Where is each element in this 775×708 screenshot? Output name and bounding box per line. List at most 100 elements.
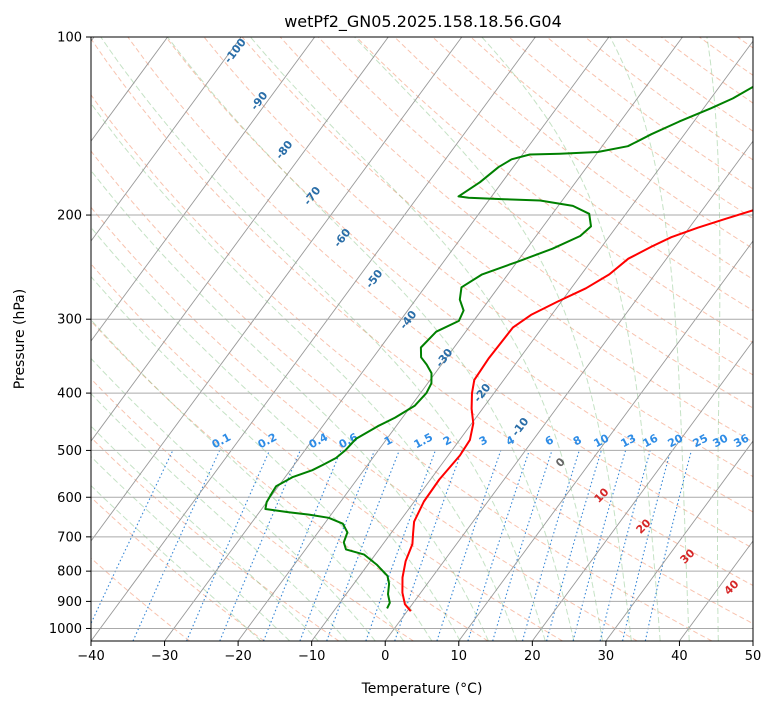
mixing-ratio-line: [599, 450, 651, 641]
y-tick-label: 400: [57, 387, 82, 402]
moist-adiabat: [91, 169, 489, 641]
y-axis-label: Pressure (hPa): [12, 289, 28, 389]
moist-adiabat: [91, 226, 461, 641]
x-tick-label: 0: [381, 649, 389, 664]
dry-adiabat: [91, 436, 340, 641]
isotherm: [164, 37, 610, 641]
moist-adiabat: [706, 37, 721, 641]
moist-adiabat: [609, 37, 690, 641]
mixing-ratio-label: 3: [477, 433, 490, 448]
mixing-ratio-label: 6: [543, 433, 556, 448]
mixing-ratio-label: 25: [691, 432, 711, 451]
moist-adiabat: [91, 319, 404, 641]
mixing-ratio-line: [326, 450, 400, 641]
mixing-ratio-line: [91, 450, 174, 625]
isotherm: [311, 40, 753, 641]
moist-adiabat: [167, 37, 575, 641]
dry-adiabat: [432, 37, 753, 280]
dry-adiabat-label: -40: [397, 308, 420, 332]
y-tick-label: 200: [57, 209, 82, 224]
dry-adiabat-label: -70: [301, 184, 324, 208]
isotherm: [531, 340, 753, 641]
isotherm: [91, 37, 168, 142]
mixing-ratio-label: 8: [571, 433, 584, 448]
isotherm: [237, 37, 683, 641]
isotherm: [91, 37, 536, 641]
dry-adiabat: [699, 37, 753, 76]
dry-adiabat: [91, 557, 191, 641]
dry-adiabat-label: -60: [331, 226, 354, 250]
dry-adiabat-label: -80: [273, 138, 296, 162]
mixing-ratio-line: [132, 450, 221, 641]
x-tick-label: −20: [224, 649, 251, 664]
moist-adiabat: [91, 455, 291, 641]
moist-adiabat-label: 0: [553, 455, 568, 470]
moist-adiabat: [481, 37, 661, 641]
dry-adiabat: [91, 496, 265, 641]
isotherm: [91, 37, 463, 542]
mixing-ratio-line: [622, 450, 672, 641]
moist-adiabat-label: 10: [592, 485, 612, 505]
mixing-ratio-line: [572, 450, 627, 641]
mixing-ratio-label: 16: [641, 431, 661, 450]
x-axis: −40 −30 −20 −10 0 10 20 30 40 50: [77, 641, 761, 664]
y-tick-label: 300: [57, 313, 82, 328]
dry-adiabat: [165, 37, 753, 513]
mixing-ratio-label: 0.1: [210, 431, 233, 452]
dry-adiabat: [279, 37, 753, 409]
dry-adiabat: [394, 37, 753, 312]
dry-adiabat-label: -90: [248, 89, 271, 113]
moist-adiabat: [354, 37, 632, 641]
mixing-ratio-line: [521, 450, 580, 641]
dewpoint-profile-line: [264, 85, 753, 609]
moist-adiabat: [91, 484, 262, 641]
isotherm: [91, 37, 316, 342]
moist-adiabat: [91, 425, 319, 641]
mixing-ratio-line: [299, 450, 376, 641]
x-tick-label: 30: [598, 649, 615, 664]
dry-adiabat: [91, 94, 753, 625]
dry-adiabat: [508, 37, 753, 220]
mixing-ratio-line: [219, 450, 301, 641]
mixing-ratio-line: [186, 450, 271, 641]
mixing-ratio-line: [467, 450, 530, 641]
x-tick-label: 40: [671, 649, 688, 664]
dry-adiabat-label: -100: [222, 36, 249, 66]
y-tick-label: 800: [57, 565, 82, 580]
y-axis: 100 200 300 400 500 600 700 800 900 1000: [49, 31, 91, 637]
mixing-ratio-label: 30: [711, 431, 731, 450]
moist-adiabat: [100, 37, 546, 641]
mixing-ratio-label: 36: [732, 431, 752, 450]
mixing-ratio-label: 1.5: [412, 431, 435, 452]
moist-adiabat: [91, 102, 518, 641]
isotherm: [679, 540, 753, 641]
mixing-ratio-label: 10: [592, 431, 612, 450]
x-tick-label: −10: [298, 649, 325, 664]
moist-adiabat-label: 30: [678, 546, 698, 566]
y-tick-label: 500: [57, 444, 82, 459]
dry-adiabat: [91, 37, 753, 587]
x-tick-label: 10: [451, 649, 468, 664]
dry-adiabat: [91, 206, 638, 641]
mixing-ratio-line: [365, 450, 436, 641]
y-tick-label: 600: [57, 491, 82, 506]
dry-adiabat: [91, 150, 713, 641]
dry-adiabat: [91, 320, 489, 641]
moist-adiabat: [250, 37, 603, 641]
mixing-ratio-line: [262, 450, 342, 641]
mixing-ratio-line: [492, 450, 553, 641]
isotherm: [752, 640, 753, 641]
mixing-ratio-label: 0.2: [256, 431, 279, 452]
mixing-ratio-line: [546, 450, 602, 641]
mixing-ratio-line: [394, 450, 463, 641]
y-tick-label: 100: [57, 31, 82, 46]
x-tick-label: 50: [745, 649, 762, 664]
mixing-ratio-label: 20: [666, 431, 686, 450]
y-tick-label: 700: [57, 530, 82, 545]
x-tick-label: −40: [77, 649, 104, 664]
moist-adiabat: [91, 275, 433, 641]
y-tick-label: 900: [57, 595, 82, 610]
dry-adiabat-label: -10: [509, 415, 532, 439]
moist-adiabat: [91, 392, 348, 641]
